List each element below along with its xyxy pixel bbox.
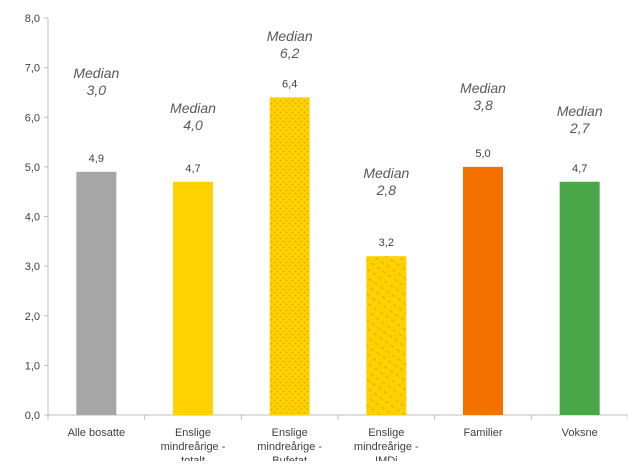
bars-layer (76, 97, 599, 415)
bar (76, 172, 116, 415)
x-tick-label: mindreårige - (257, 441, 322, 453)
median-value: 3,0 (87, 82, 107, 98)
y-tick-label: 3,0 (25, 261, 40, 273)
data-label: 4,9 (89, 153, 104, 165)
x-tick-label: Enslige (272, 427, 308, 439)
median-label: Median (267, 28, 313, 44)
median-value: 2,7 (569, 120, 591, 136)
x-tick-label: Enslige (368, 427, 404, 439)
bar (366, 256, 406, 415)
median-label: Median (73, 65, 119, 81)
median-label: Median (557, 103, 603, 119)
median-label: Median (460, 80, 506, 96)
bar (173, 182, 213, 415)
y-tick-label: 8,0 (25, 13, 40, 25)
bar (270, 97, 310, 415)
x-tick-label: totalt (181, 455, 205, 461)
y-tick-label: 5,0 (25, 162, 40, 174)
x-tick-label: mindreårige - (161, 441, 226, 453)
bar (560, 182, 600, 415)
median-label: Median (170, 100, 216, 116)
data-label: 5,0 (475, 148, 490, 160)
y-tick-label: 1,0 (25, 360, 40, 372)
y-tick-label: 2,0 (25, 311, 40, 323)
data-label: 4,7 (185, 163, 200, 175)
y-tick-label: 7,0 (25, 63, 40, 75)
y-tick-label: 0,0 (25, 410, 40, 422)
data-label: 4,7 (572, 163, 587, 175)
data-label: 3,2 (379, 237, 394, 249)
x-tick-label: Voksne (562, 427, 598, 439)
y-tick-label: 4,0 (25, 212, 40, 224)
x-tick-label: Enslige (175, 427, 211, 439)
x-tick-label: Bufetat (272, 455, 307, 461)
x-tick-label: Familier (463, 427, 502, 439)
x-tick-label: Alle bosatte (68, 427, 125, 439)
y-tick-label: 6,0 (25, 112, 40, 124)
x-tick-label: IMDi (375, 455, 398, 461)
median-value: 3,8 (473, 97, 493, 113)
bar (463, 167, 503, 415)
x-tick-label: mindreårige - (354, 441, 419, 453)
median-value: 4,0 (183, 117, 203, 133)
median-label: Median (363, 165, 409, 181)
median-value: 2,8 (376, 182, 397, 198)
median-value: 6,2 (280, 45, 300, 61)
data-label: 6,4 (282, 78, 297, 90)
